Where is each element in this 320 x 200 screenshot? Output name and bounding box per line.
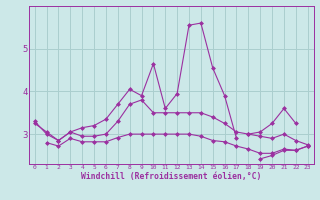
X-axis label: Windchill (Refroidissement éolien,°C): Windchill (Refroidissement éolien,°C): [81, 172, 261, 181]
